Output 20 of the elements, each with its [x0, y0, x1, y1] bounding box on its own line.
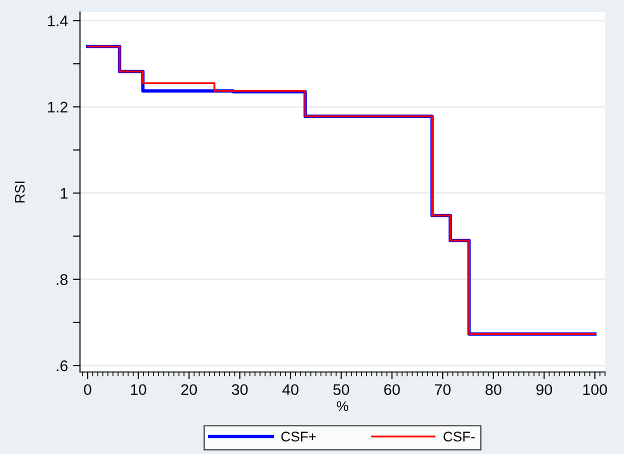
x-tick-label: 40 — [282, 384, 298, 396]
x-tick-label: 0 — [84, 384, 92, 396]
y-tick-label: .8 — [56, 274, 68, 285]
x-tick-label: 50 — [333, 384, 350, 396]
x-tick-label: 30 — [232, 384, 248, 396]
x-tick-label: 70 — [434, 384, 451, 396]
y-tick-label: .6 — [56, 360, 68, 372]
y-axis-title: RSI — [14, 182, 25, 202]
x-tick-label: 100 — [583, 384, 608, 396]
x-tick-label: 10 — [131, 384, 146, 396]
x-tick-label: 20 — [181, 384, 197, 396]
y-tick-label: 1 — [60, 188, 68, 199]
x-tick-label: 90 — [536, 384, 552, 396]
x-tick-label: 80 — [486, 384, 502, 396]
legend-label: CSF+ — [281, 432, 316, 442]
legend-label: CSF- — [444, 432, 475, 442]
x-axis-title: % — [336, 401, 348, 411]
y-tick-label: 1.2 — [48, 102, 68, 112]
y-tick-label: 1.4 — [48, 16, 68, 26]
x-tick-label: 60 — [384, 384, 400, 396]
